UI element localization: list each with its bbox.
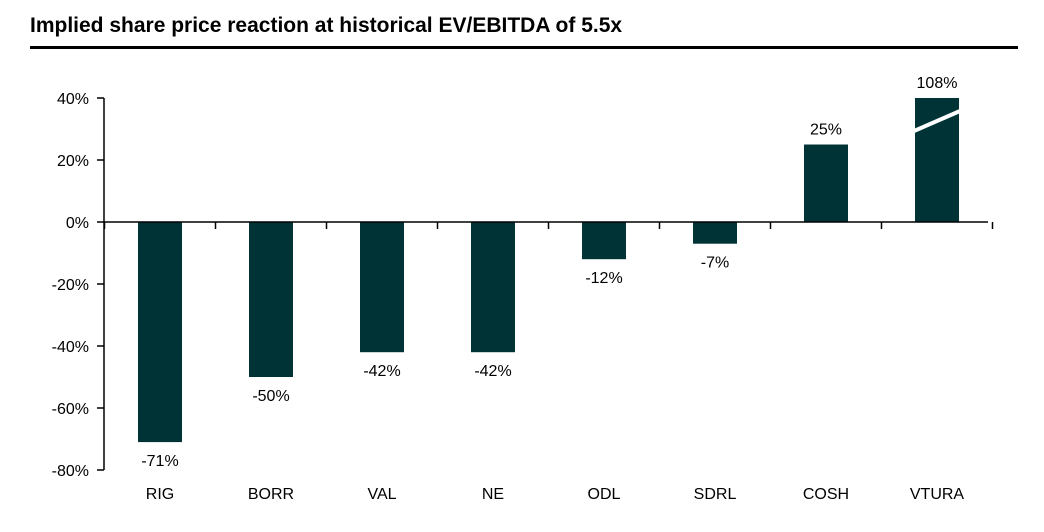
y-axis: 40% 20% 0% -20% -40% -60% -80% — [52, 91, 105, 480]
bar-rig — [138, 222, 182, 443]
data-label-sdrl: -7% — [701, 255, 729, 272]
y-tick-label: 40% — [57, 91, 89, 108]
data-label-odl: -12% — [585, 270, 622, 287]
x-tick-label: ODL — [588, 486, 621, 503]
data-label-val: -42% — [363, 363, 400, 380]
y-tick-label: -60% — [52, 401, 89, 418]
x-tick-label: VTURA — [910, 486, 965, 503]
bar-vtura — [915, 98, 959, 222]
data-label-rig: -71% — [141, 453, 178, 470]
bars — [138, 98, 961, 443]
bar-val — [360, 222, 404, 353]
bar-sdrl — [693, 222, 737, 244]
bar-ne — [471, 222, 515, 353]
title-underline — [30, 46, 1018, 49]
x-tick-label: VAL — [367, 486, 396, 503]
y-tick-label: -20% — [52, 277, 89, 294]
y-tick-label: -40% — [52, 339, 89, 356]
data-labels: -71% -50% -42% -42% -12% -7% 25% 108% — [141, 75, 957, 470]
x-tick-label: RIG — [146, 486, 174, 503]
x-tick-label: NE — [482, 486, 504, 503]
axis-break-icon — [913, 109, 961, 133]
x-axis: RIG BORR VAL NE ODL SDRL COSH VTURA — [103, 221, 994, 503]
x-tick-label: BORR — [248, 486, 294, 503]
bar-cosh — [804, 144, 848, 222]
bar-odl — [582, 222, 626, 260]
y-tick-label: 20% — [57, 153, 89, 170]
data-label-ne: -42% — [474, 363, 511, 380]
chart-title: Implied share price reaction at historic… — [30, 14, 623, 37]
x-tick-label: SDRL — [694, 486, 737, 503]
x-tick-label: COSH — [803, 486, 849, 503]
data-label-borr: -50% — [252, 388, 289, 405]
y-tick-label: 0% — [66, 215, 89, 232]
data-label-vtura: 108% — [917, 75, 958, 92]
data-label-cosh: 25% — [810, 122, 842, 139]
y-tick-label: -80% — [52, 463, 89, 480]
bar-borr — [249, 222, 293, 377]
